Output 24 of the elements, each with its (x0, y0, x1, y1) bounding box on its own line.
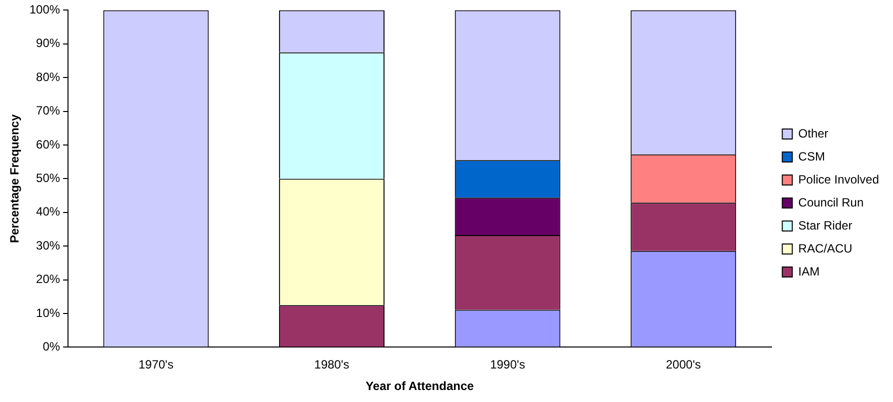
y-tick-label: 60% (36, 137, 60, 152)
y-tick-label: 80% (36, 70, 60, 84)
y-tick-label: 0% (42, 340, 60, 354)
y-tick-label: 70% (36, 104, 60, 118)
y-tick-label: 40% (36, 204, 60, 219)
y-tick-label: 50% (36, 171, 60, 186)
legend-label: Police Involved (798, 172, 880, 186)
x-axis-title: Year of Attendance (366, 379, 474, 394)
y-tick-label: 100% (29, 2, 60, 17)
x-tick-label: 1980's (314, 358, 350, 372)
y-axis-title: Percentage Frequency (8, 114, 22, 244)
y-tick-label: 30% (36, 238, 60, 252)
x-tick-label: 2000's (666, 358, 701, 372)
legend-label: Council Run (798, 195, 864, 210)
legend-label: CSM (798, 149, 825, 164)
x-tick-label: 1970's (138, 358, 174, 372)
legend-label: Star Rider (798, 218, 852, 232)
x-tick-label: 1990's (490, 358, 526, 372)
y-tick-label: 90% (36, 36, 60, 50)
y-tick-label: 20% (36, 272, 60, 286)
legend-label: IAM (798, 264, 820, 278)
legend-label: Other (798, 126, 828, 140)
y-tick-label: 10% (36, 306, 60, 320)
legend-label: RAC/ACU (798, 241, 852, 256)
